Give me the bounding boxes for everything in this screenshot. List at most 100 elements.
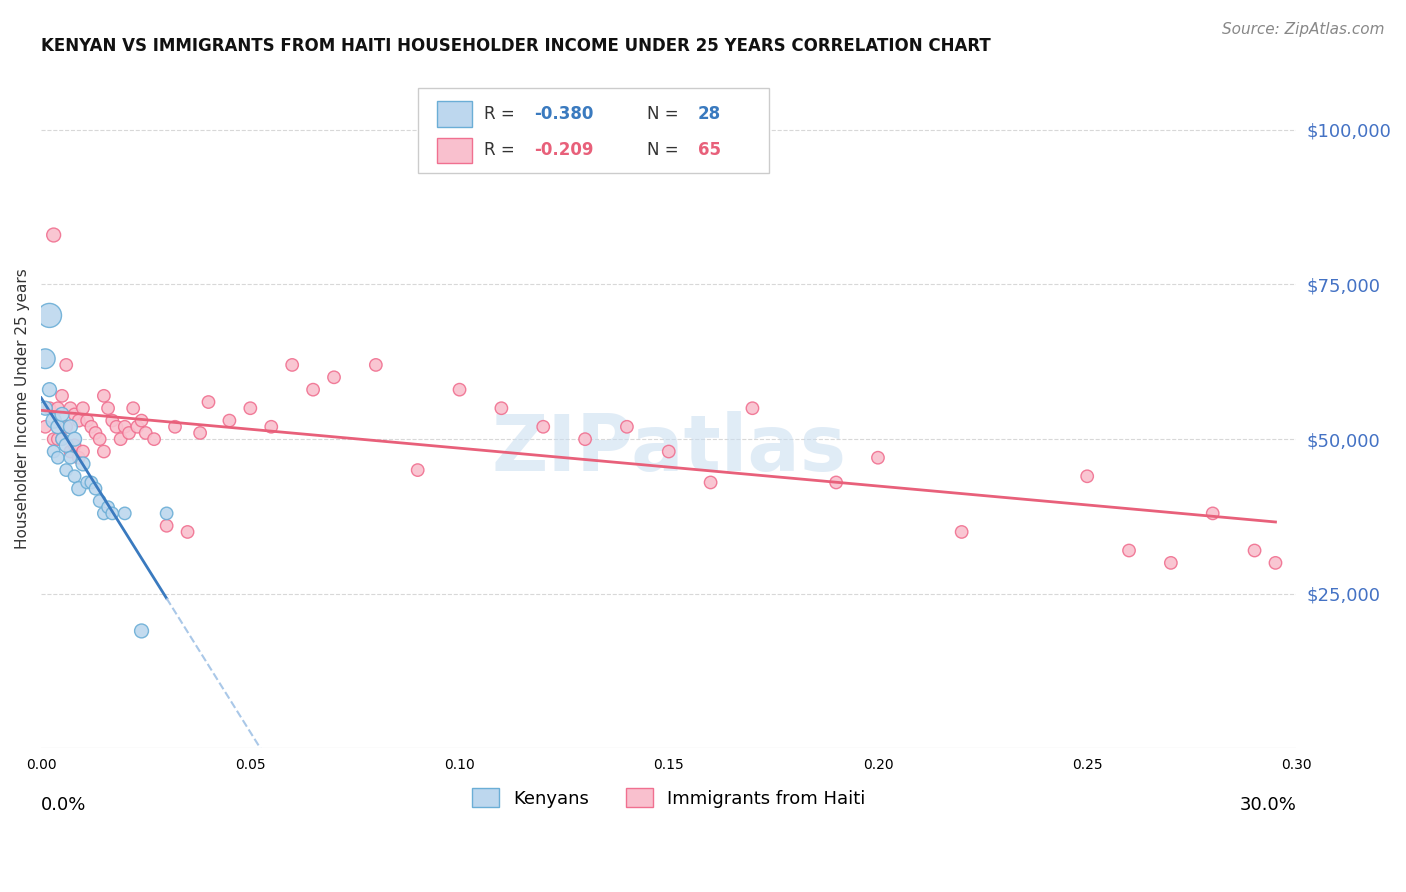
- Text: Source: ZipAtlas.com: Source: ZipAtlas.com: [1222, 22, 1385, 37]
- Text: 65: 65: [697, 142, 721, 160]
- Point: [218, 414, 240, 428]
- Point: [97, 500, 120, 515]
- Point: [55, 438, 77, 452]
- Point: [131, 414, 153, 428]
- Point: [34, 351, 56, 366]
- Point: [741, 401, 763, 416]
- Point: [55, 463, 77, 477]
- Point: [118, 425, 141, 440]
- Point: [101, 414, 124, 428]
- Point: [34, 419, 56, 434]
- Point: [34, 401, 56, 416]
- Y-axis label: Householder Income Under 25 years: Householder Income Under 25 years: [15, 268, 30, 549]
- Point: [59, 444, 82, 458]
- Point: [156, 507, 179, 521]
- Point: [89, 494, 111, 508]
- Point: [105, 419, 128, 434]
- Point: [281, 358, 304, 372]
- Point: [67, 450, 90, 465]
- Point: [76, 414, 98, 428]
- Text: -0.209: -0.209: [534, 142, 593, 160]
- Point: [491, 401, 513, 416]
- Point: [188, 425, 211, 440]
- Point: [1160, 556, 1182, 570]
- Point: [38, 309, 60, 323]
- Point: [616, 419, 638, 434]
- Point: [42, 227, 65, 242]
- Point: [46, 450, 69, 465]
- Point: [197, 395, 219, 409]
- Point: [406, 463, 429, 477]
- Text: 28: 28: [697, 104, 721, 123]
- Point: [658, 444, 681, 458]
- Point: [531, 419, 554, 434]
- Point: [364, 358, 387, 372]
- Point: [114, 419, 136, 434]
- Point: [1264, 556, 1286, 570]
- Point: [1076, 469, 1098, 483]
- Point: [93, 444, 115, 458]
- Text: 0.0%: 0.0%: [41, 797, 87, 814]
- Point: [131, 624, 153, 638]
- Point: [135, 425, 157, 440]
- Point: [574, 432, 596, 446]
- Point: [42, 432, 65, 446]
- Point: [114, 507, 136, 521]
- Point: [93, 507, 115, 521]
- Point: [825, 475, 848, 490]
- Point: [1118, 543, 1140, 558]
- Point: [42, 444, 65, 458]
- Point: [46, 401, 69, 416]
- Point: [699, 475, 721, 490]
- Point: [143, 432, 166, 446]
- Point: [89, 432, 111, 446]
- Point: [302, 383, 325, 397]
- Point: [63, 408, 86, 422]
- Point: [59, 419, 82, 434]
- Text: ZIPatlas: ZIPatlas: [491, 411, 846, 487]
- Point: [97, 401, 120, 416]
- Point: [323, 370, 346, 384]
- Point: [51, 432, 73, 446]
- Point: [46, 419, 69, 434]
- Point: [156, 518, 179, 533]
- Point: [67, 414, 90, 428]
- Point: [72, 457, 94, 471]
- Point: [59, 401, 82, 416]
- Point: [110, 432, 132, 446]
- Point: [80, 419, 103, 434]
- Point: [449, 383, 471, 397]
- Point: [101, 507, 124, 521]
- Point: [239, 401, 262, 416]
- Point: [72, 444, 94, 458]
- Point: [1202, 507, 1225, 521]
- FancyBboxPatch shape: [436, 137, 471, 163]
- Point: [51, 408, 73, 422]
- FancyBboxPatch shape: [418, 88, 769, 173]
- Text: R =: R =: [484, 104, 520, 123]
- Point: [950, 524, 973, 539]
- FancyBboxPatch shape: [436, 101, 471, 127]
- Point: [42, 414, 65, 428]
- Text: N =: N =: [647, 142, 685, 160]
- Text: R =: R =: [484, 142, 520, 160]
- Point: [1243, 543, 1265, 558]
- Point: [163, 419, 186, 434]
- Point: [38, 401, 60, 416]
- Point: [84, 482, 107, 496]
- Point: [38, 383, 60, 397]
- Point: [63, 469, 86, 483]
- Point: [84, 425, 107, 440]
- Point: [46, 432, 69, 446]
- Point: [93, 389, 115, 403]
- Point: [55, 358, 77, 372]
- Point: [72, 401, 94, 416]
- Point: [55, 419, 77, 434]
- Point: [80, 475, 103, 490]
- Legend: Kenyans, Immigrants from Haiti: Kenyans, Immigrants from Haiti: [472, 789, 866, 807]
- Text: N =: N =: [647, 104, 685, 123]
- Point: [63, 432, 86, 446]
- Point: [122, 401, 145, 416]
- Point: [67, 482, 90, 496]
- Point: [866, 450, 889, 465]
